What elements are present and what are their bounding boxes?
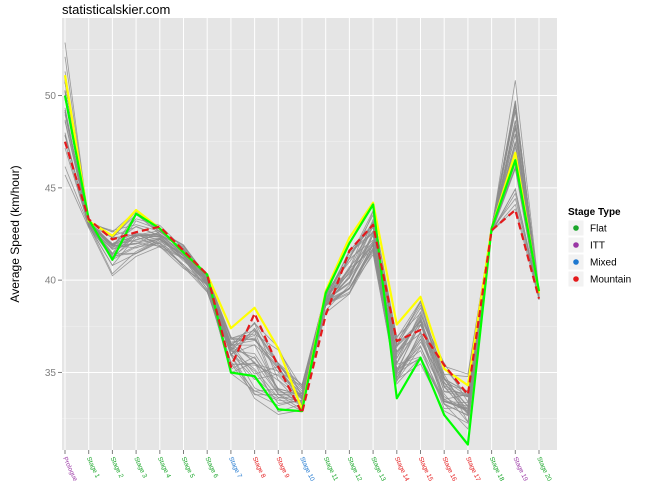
legend-item-label: Flat: [590, 224, 607, 235]
legend-item-label: ITT: [590, 241, 605, 252]
x-tick-label: Stage 12: [346, 456, 364, 483]
x-tick-label: Stage 11: [322, 456, 339, 482]
comparison-line: [64, 82, 540, 389]
x-tick-label: Stage 1: [85, 456, 101, 480]
x-tick-label: Stage 20: [535, 456, 553, 483]
legend: Stage Type Flat ITT Mixed Mountain: [567, 207, 631, 288]
legend-swatch: [573, 276, 579, 282]
legend-title: Stage Type: [568, 207, 621, 218]
x-tick-label: Stage 14: [393, 456, 411, 483]
x-axis: Prologue Stage 1 Stage 2 Stage 3 Stage 4 Stag…: [61, 450, 553, 483]
y-axis-label: Average Speed (km/hour): [8, 165, 22, 302]
x-tick-label: Stage 13: [369, 456, 387, 483]
site-title: statisticalskier.com: [62, 2, 171, 17]
comparison-line: [64, 81, 540, 400]
y-tick-label: 40: [45, 276, 57, 287]
x-tick-label: Stage 4: [156, 456, 172, 480]
y-tick-label: 45: [45, 183, 57, 194]
x-tick-label: Stage 17: [464, 456, 482, 483]
x-tick-label: Stage 16: [440, 456, 458, 483]
legend-item-label: Mixed: [590, 258, 617, 269]
highlight-lines: [63, 75, 541, 446]
comparison-line: [64, 111, 540, 398]
legend-swatch: [573, 225, 579, 231]
x-tick-label: Stage 8: [251, 456, 267, 480]
x-tick-label: Stage 15: [417, 456, 435, 483]
x-tick-label: Stage 19: [511, 456, 529, 483]
y-tick-label: 35: [45, 368, 57, 379]
comparison-lines: [64, 42, 540, 430]
series-line: [63, 141, 541, 415]
legend-item-label: Mountain: [590, 275, 631, 286]
x-tick-label: Stage 5: [180, 456, 196, 480]
comparison-line: [64, 92, 540, 424]
y-axis: 35 40 45 50: [45, 91, 62, 379]
grid-minor: [62, 49, 557, 419]
y-tick-label: 50: [45, 91, 57, 102]
comparison-line: [64, 80, 540, 399]
x-tick-label: Stage 9: [274, 456, 290, 480]
x-tick-label: Stage 7: [227, 456, 243, 480]
x-tick-label: Stage 18: [488, 456, 506, 483]
x-tick-label: Stage 3: [132, 456, 148, 480]
series-line: [63, 95, 541, 446]
x-tick-label: Prologue: [61, 456, 79, 483]
x-tick-label: Stage 6: [203, 456, 219, 480]
x-tick-label: Stage 2: [109, 456, 125, 480]
legend-swatch: [573, 242, 579, 248]
legend-swatch: [573, 259, 579, 265]
x-tick-label: Stage 10: [298, 456, 316, 483]
